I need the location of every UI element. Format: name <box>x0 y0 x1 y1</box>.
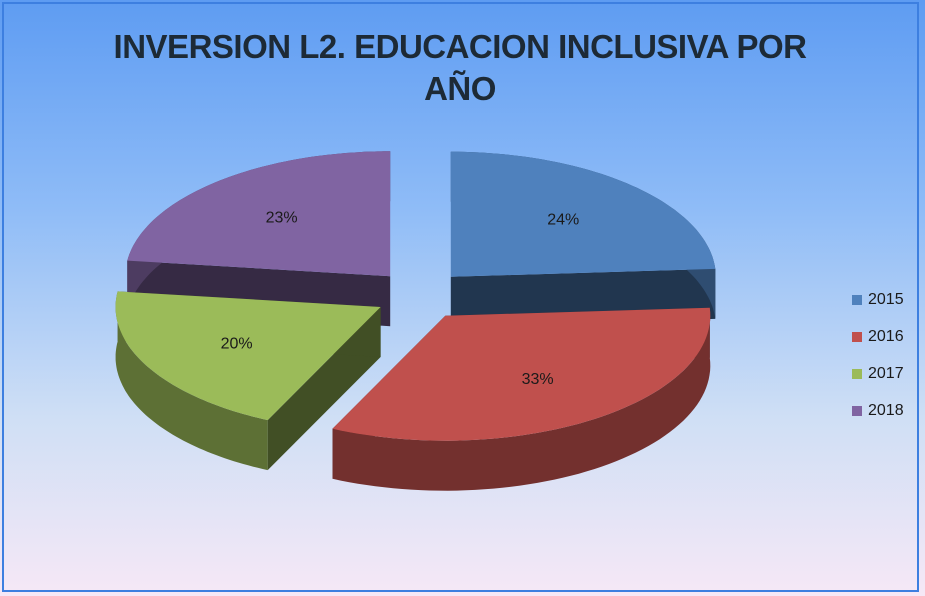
data-label: 20% <box>221 336 253 353</box>
slice-wall <box>332 307 711 491</box>
pie-slice <box>450 151 716 327</box>
slice-top <box>450 151 716 277</box>
data-label: 23% <box>266 209 298 226</box>
slice-top <box>115 291 381 421</box>
data-label: 33% <box>522 371 554 388</box>
pie-slice <box>332 307 711 491</box>
legend-swatch <box>852 295 862 305</box>
legend-label: 2017 <box>868 365 904 382</box>
pie-slice <box>115 291 381 471</box>
legend-swatch <box>852 332 862 342</box>
chart-title: INVERSION L2. EDUCACION INCLUSIVA POR AÑ… <box>113 28 807 107</box>
slice-top <box>127 151 391 277</box>
legend-label: 2015 <box>868 291 904 308</box>
slice-wall <box>115 291 268 471</box>
legend-label: 2016 <box>868 328 904 345</box>
slice-top <box>332 307 711 441</box>
data-label: 24% <box>547 211 579 228</box>
legend-swatch <box>852 406 862 416</box>
legend-label: 2018 <box>868 402 904 419</box>
legend-swatch <box>852 369 862 379</box>
